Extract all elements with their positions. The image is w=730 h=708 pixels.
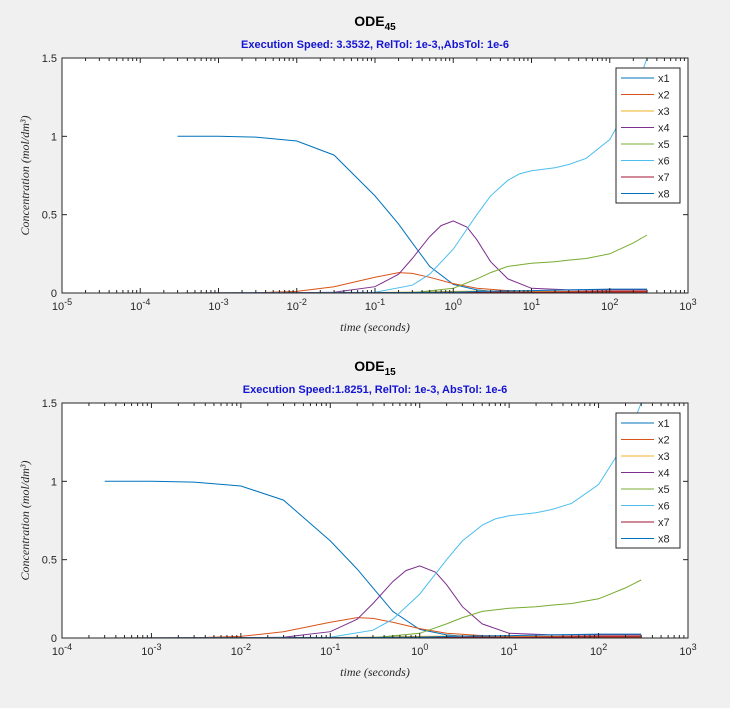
legend: x1 x2 x3 x4 x5 x6 x7 x8 [615, 67, 681, 204]
x-tick-label: 10-1 [320, 642, 340, 658]
series-line-x6 [177, 57, 648, 294]
y-axis-label: Concentration (mol/dm³) [18, 116, 32, 236]
x-tick-label: 10-1 [365, 297, 385, 313]
series-line-x4 [104, 565, 642, 639]
legend-label-x5: x5 [658, 484, 670, 496]
legend-label-x8: x8 [658, 189, 670, 201]
y-tick-label: 0 [51, 633, 57, 645]
y-tick-label: 0.5 [42, 555, 57, 567]
x-tick-label: 10-4 [52, 642, 72, 658]
chart-title: ODE45 [354, 13, 396, 33]
legend: x1 x2 x3 x4 x5 x6 x7 x8 [615, 412, 681, 549]
legend-label-x8: x8 [658, 534, 670, 546]
x-axis-label: time (seconds) [340, 320, 410, 334]
x-tick-label: 101 [501, 642, 518, 658]
x-tick-label: 10-3 [141, 642, 161, 658]
y-tick-label: 1.5 [42, 398, 57, 410]
y-tick-label: 0.5 [42, 210, 57, 222]
series-line-x4 [177, 220, 648, 294]
y-axis-label: Concentration (mol/dm³) [18, 461, 32, 581]
legend-label-x6: x6 [658, 501, 670, 513]
x-tick-label: 10-4 [130, 297, 150, 313]
chart-panel-2: ODE15 Execution Speed:1.8251, RelTol: 1e-… [18, 358, 697, 679]
series-line-x6 [104, 402, 642, 639]
legend-label-x3: x3 [658, 451, 670, 463]
legend-label-x3: x3 [658, 106, 670, 118]
legend-label-x4: x4 [658, 123, 670, 135]
legend-label-x6: x6 [658, 156, 670, 168]
axes-box [61, 402, 689, 639]
legend-label-x1: x1 [658, 73, 670, 85]
legend-label-x2: x2 [658, 90, 670, 102]
x-tick-label: 103 [679, 642, 696, 658]
legend-label-x4: x4 [658, 468, 670, 480]
chart-subtitle: Execution Speed:1.8251, RelTol: 1e-3, Ab… [243, 384, 507, 396]
chart-panel-1: ODE45 Execution Speed: 3.3532, RelTol: 1e… [18, 13, 697, 334]
x-tick-label: 102 [601, 297, 618, 313]
legend-label-x2: x2 [658, 435, 670, 447]
x-tick-label: 103 [679, 297, 696, 313]
legend-box [615, 412, 681, 549]
x-tick-label: 10-2 [287, 297, 307, 313]
chart-subtitle: Execution Speed: 3.3532, RelTol: 1e-3,,A… [241, 39, 509, 51]
chart-title: ODE15 [354, 358, 396, 378]
x-tick-label: 10-2 [231, 642, 251, 658]
y-tick-label: 0 [51, 288, 57, 300]
x-tick-label: 101 [523, 297, 540, 313]
x-tick-label: 100 [411, 642, 428, 658]
x-tick-label: 100 [445, 297, 462, 313]
legend-label-x1: x1 [658, 418, 670, 430]
legend-label-x7: x7 [658, 517, 670, 529]
legend-box [615, 67, 681, 204]
x-tick-label: 102 [590, 642, 607, 658]
legend-label-x7: x7 [658, 172, 670, 184]
x-tick-label: 10-3 [208, 297, 228, 313]
x-axis-label: time (seconds) [340, 665, 410, 679]
y-tick-label: 1 [51, 476, 57, 488]
x-tick-label: 10-5 [52, 297, 72, 313]
plot-area [62, 403, 688, 638]
plot-area [62, 58, 688, 293]
y-tick-label: 1 [51, 131, 57, 143]
legend-label-x5: x5 [658, 139, 670, 151]
y-tick-label: 1.5 [42, 53, 57, 65]
